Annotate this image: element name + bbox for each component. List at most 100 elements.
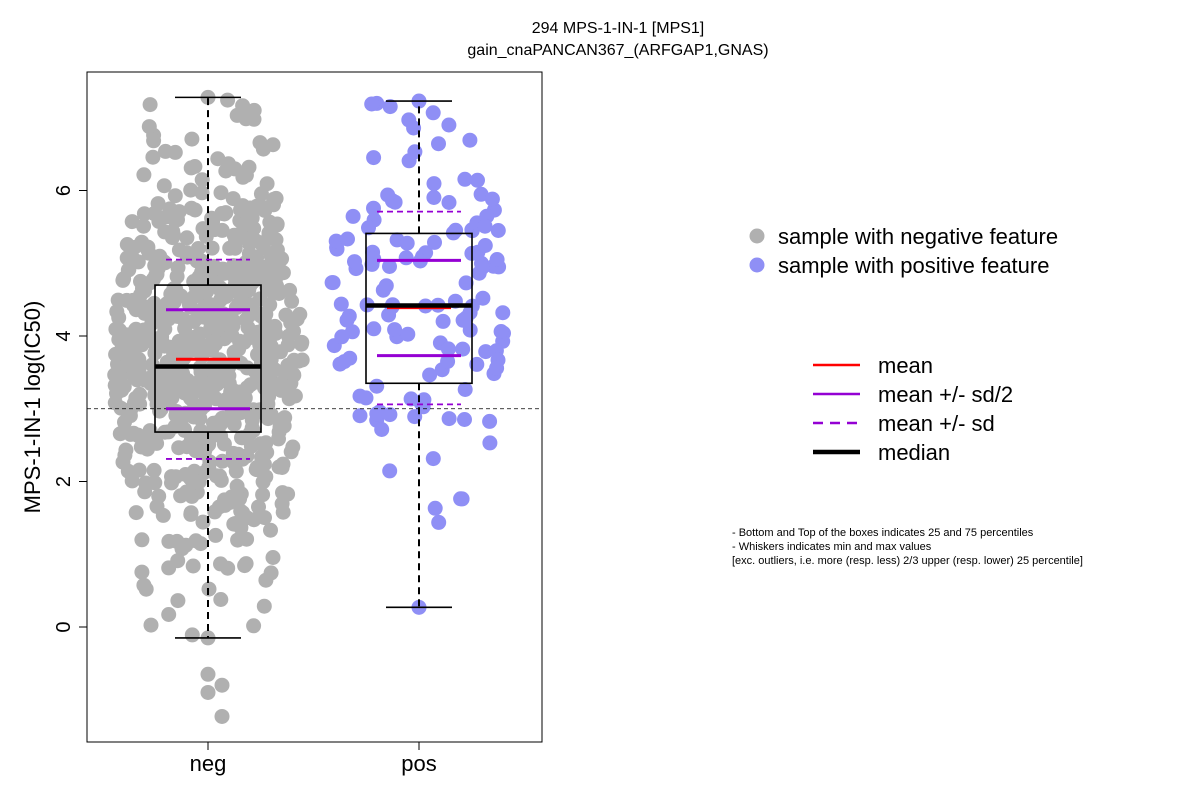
data-point-pos xyxy=(399,235,415,251)
data-point-pos xyxy=(333,296,349,312)
data-point-pos xyxy=(400,326,416,342)
data-point-pos xyxy=(382,99,398,115)
data-point-pos xyxy=(352,388,368,404)
box-neg xyxy=(154,284,262,433)
data-point-neg xyxy=(211,499,227,515)
data-point-neg xyxy=(229,478,245,494)
data-point-neg xyxy=(136,218,152,234)
data-point-neg xyxy=(134,532,150,548)
data-point-neg xyxy=(246,102,262,118)
data-point-neg xyxy=(156,178,172,194)
data-point-neg xyxy=(275,456,291,472)
data-point-neg xyxy=(213,185,229,201)
data-point-pos xyxy=(441,117,457,133)
data-point-neg xyxy=(126,240,142,255)
data-point-pos xyxy=(339,312,355,328)
data-point-pos xyxy=(431,514,447,530)
data-point-neg xyxy=(269,253,285,269)
data-point-neg xyxy=(110,292,126,308)
data-point-neg xyxy=(281,328,296,344)
data-point-neg xyxy=(235,169,251,185)
data-point-neg xyxy=(206,415,221,431)
data-point-neg xyxy=(265,550,281,565)
data-point-neg xyxy=(220,560,236,576)
data-point-neg xyxy=(237,558,253,574)
data-point-neg xyxy=(190,241,206,256)
data-point-neg xyxy=(183,182,199,198)
data-point-neg xyxy=(292,306,308,322)
data-point-pos xyxy=(457,171,473,187)
data-point-neg xyxy=(238,254,254,270)
data-point-neg xyxy=(141,119,157,135)
data-point-pos xyxy=(441,195,457,210)
y-tick-label: 4 xyxy=(53,330,75,341)
y-tick-label: 2 xyxy=(53,476,75,487)
data-point-pos xyxy=(345,208,361,224)
data-point-neg xyxy=(239,510,255,526)
data-point-neg xyxy=(215,370,231,385)
data-point-neg xyxy=(126,293,142,309)
data-point-pos xyxy=(425,451,441,467)
data-point-neg xyxy=(226,416,242,432)
lines-layer xyxy=(87,96,542,639)
data-point-neg xyxy=(263,565,279,581)
data-point-neg xyxy=(194,264,210,280)
data-point-pos xyxy=(382,259,397,274)
data-point-neg xyxy=(216,436,232,452)
data-point-pos xyxy=(462,132,478,148)
data-point-neg xyxy=(265,376,281,392)
data-point-pos xyxy=(478,344,494,360)
legend-line-label: mean +/- sd xyxy=(878,411,995,436)
data-point-neg xyxy=(184,488,200,504)
data-point-neg xyxy=(171,440,187,456)
box-pos xyxy=(365,232,473,385)
data-point-neg xyxy=(242,236,257,252)
data-point-neg xyxy=(225,258,241,274)
data-point-neg xyxy=(241,308,257,324)
data-point-neg xyxy=(209,322,225,338)
data-point-neg xyxy=(209,305,224,321)
legend-point-marker xyxy=(749,257,765,273)
data-point-neg xyxy=(283,444,299,460)
data-point-neg xyxy=(253,235,269,251)
data-point-pos xyxy=(378,278,394,294)
data-point-neg xyxy=(226,446,242,462)
data-point-neg xyxy=(263,407,279,423)
data-point-neg xyxy=(193,536,209,552)
data-point-neg xyxy=(126,395,142,411)
data-point-neg xyxy=(207,222,223,238)
data-point-neg xyxy=(184,627,200,643)
data-point-neg xyxy=(280,486,296,502)
data-point-neg xyxy=(185,558,201,574)
data-point-neg xyxy=(185,439,201,455)
outlier-point xyxy=(200,684,216,700)
data-point-pos xyxy=(435,313,451,329)
data-point-neg xyxy=(183,506,199,522)
data-point-neg xyxy=(170,593,186,609)
data-point-pos xyxy=(474,259,490,275)
y-axis-label: MPS-1-IN-1 log(IC50) xyxy=(20,301,45,514)
data-point-neg xyxy=(145,149,161,165)
data-point-neg xyxy=(169,308,185,324)
x-tick-label-pos: pos xyxy=(401,751,436,776)
data-point-neg xyxy=(167,144,183,160)
data-point-neg xyxy=(281,385,297,401)
data-point-neg xyxy=(225,191,241,207)
data-point-neg xyxy=(148,267,164,283)
data-point-neg xyxy=(249,198,265,214)
data-point-neg xyxy=(251,499,266,515)
data-point-neg xyxy=(179,249,195,265)
data-point-neg xyxy=(253,186,269,202)
note-line: [exc. outliers, i.e. more (resp. less) 2… xyxy=(732,555,1083,567)
data-point-neg xyxy=(248,461,264,477)
data-point-neg xyxy=(208,391,224,407)
data-point-neg xyxy=(232,491,248,507)
data-point-pos xyxy=(361,220,376,236)
data-point-pos xyxy=(457,412,472,427)
data-point-neg xyxy=(108,346,124,362)
data-point-neg xyxy=(255,487,271,503)
chart-subtitle: gain_cnaPANCAN367_(ARFGAP1,GNAS) xyxy=(467,42,768,59)
data-point-neg xyxy=(143,617,159,633)
data-point-neg xyxy=(149,498,165,514)
data-point-pos xyxy=(366,321,382,337)
